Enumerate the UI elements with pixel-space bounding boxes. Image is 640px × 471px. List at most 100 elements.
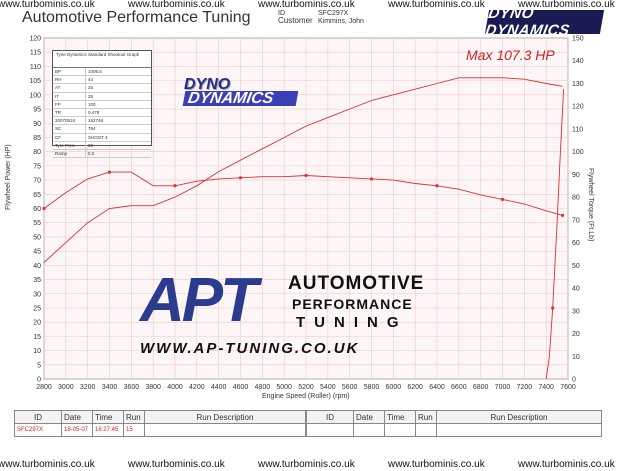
- info-value: 25: [88, 85, 94, 91]
- run-date: [353, 423, 385, 437]
- y-tick-label: 30: [33, 291, 41, 298]
- series-line: [545, 89, 565, 380]
- y-tick-label: 45: [33, 249, 41, 256]
- y-tick-label: 50: [33, 234, 41, 241]
- y-tick-label: 110: [30, 64, 41, 71]
- data-point: [435, 184, 439, 188]
- y2-tick-label: 0: [572, 377, 576, 384]
- x-tick-label: 5600: [342, 384, 358, 391]
- y-tick-label: 75: [33, 163, 41, 170]
- y-tick-label: 5: [37, 362, 41, 369]
- info-row: TR 0.478: [53, 108, 151, 118]
- x-tick-label: 6400: [429, 384, 445, 391]
- info-value: SHOOT 4: [88, 134, 108, 140]
- x-tick-label: 5200: [298, 384, 314, 391]
- y2-axis-label: Flywheel Torque (Ft.Lb): [587, 168, 594, 242]
- data-point: [238, 176, 243, 180]
- info-key: BP: [53, 68, 86, 76]
- info-key: IT: [53, 92, 86, 100]
- customer-value: Kimmins, John: [318, 18, 364, 25]
- info-key: TR: [53, 108, 86, 117]
- info-row: RH 44: [53, 76, 151, 85]
- info-key: Ramp: [53, 149, 86, 158]
- run-date: 18-05-07: [61, 423, 93, 437]
- x-tick-label: 5800: [364, 384, 380, 391]
- info-key: FP: [53, 100, 86, 108]
- header-time: Time: [384, 410, 416, 424]
- header-run-description: Run Description: [436, 410, 602, 424]
- y2-tick-label: 140: [572, 58, 584, 65]
- data-point: [369, 177, 374, 181]
- run-table-right: ID Date Time Run Run Description: [306, 410, 602, 437]
- watermark: www.turbominis.co.uk: [128, 0, 225, 10]
- data-point: [42, 206, 46, 211]
- y2-tick-label: 20: [572, 331, 580, 338]
- run-description: [436, 423, 602, 437]
- x-tick-label: 7600: [560, 384, 576, 391]
- x-tick-label: 4000: [167, 384, 183, 391]
- y-tick-label: 10: [33, 348, 41, 355]
- info-value: 44: [88, 77, 94, 83]
- y2-tick-label: 130: [572, 81, 584, 88]
- id-label: ID: [278, 10, 285, 17]
- y2-tick-label: 30: [572, 308, 580, 315]
- data-point: [304, 173, 308, 178]
- data-point: [107, 170, 112, 174]
- y-tick-label: 80: [33, 149, 41, 156]
- watermark: www.turbominis.co.uk: [258, 0, 355, 10]
- apt-logo-line2: PERFORMANCE: [292, 296, 413, 312]
- y-tick-label: 100: [29, 92, 41, 99]
- x-tick-label: 4200: [189, 384, 205, 391]
- run-id: SFC297X: [14, 423, 62, 437]
- x-tick-label: 4600: [233, 384, 249, 391]
- info-box: Tyne Dynamics Standard Shootout Graph BP…: [52, 50, 152, 159]
- y2-tick-label: 120: [572, 104, 584, 111]
- y2-tick-label: 10: [572, 354, 580, 361]
- info-key: RH: [53, 76, 86, 84]
- info-row: IT 25: [53, 92, 151, 101]
- info-value: 0.0: [88, 150, 95, 156]
- y2-tick-label: 60: [572, 240, 580, 247]
- apt-logo-url: WWW.AP-TUNING.CO.UK: [140, 340, 360, 357]
- apt-logo-line1: AUTOMOTIVE: [288, 273, 425, 294]
- page-title: Automotive Performance Tuning: [22, 9, 251, 26]
- x-tick-label: 7200: [517, 384, 533, 391]
- run-id: [306, 423, 354, 437]
- id-value: SFC297X: [318, 10, 349, 17]
- x-tick-label: 6000: [386, 384, 402, 391]
- data-point: [551, 306, 555, 310]
- header-date: Date: [353, 410, 385, 424]
- y-tick-label: 35: [33, 277, 41, 284]
- customer-label: Customer: [278, 16, 313, 25]
- x-tick-label: 6200: [407, 384, 423, 391]
- info-value: 1006.5: [88, 69, 102, 74]
- info-value: 0.478: [88, 109, 100, 115]
- info-row: 20070518 162748: [53, 117, 151, 126]
- info-box-heading: Tyne Dynamics Standard Shootout Graph: [53, 51, 151, 68]
- info-row: Tyre Pres. 30: [53, 141, 151, 150]
- x-tick-label: 6600: [451, 384, 467, 391]
- x-tick-label: 2800: [36, 384, 52, 391]
- x-tick-label: 3200: [80, 384, 96, 391]
- x-tick-label: 4400: [211, 384, 227, 391]
- run-description: [144, 423, 306, 437]
- info-value: 162748: [88, 118, 104, 124]
- info-value: 794: [88, 126, 96, 132]
- data-point: [560, 213, 565, 217]
- y-tick-label: 60: [33, 206, 41, 213]
- y2-tick-label: 40: [572, 286, 580, 293]
- apt-logo-mark: APT: [140, 266, 258, 335]
- x-tick-label: 7000: [495, 384, 511, 391]
- x-axis-label: Engine Speed (Roller) (rpm): [262, 393, 350, 400]
- info-row: CF SHOOT 4: [53, 133, 151, 142]
- y2-tick-label: 100: [572, 149, 584, 156]
- x-tick-label: 3000: [58, 384, 74, 391]
- run-number: 15: [123, 423, 145, 437]
- y-tick-label: 25: [33, 305, 41, 312]
- y2-tick-label: 90: [572, 172, 580, 179]
- y-axis-label: Flywheel Power (HP): [5, 144, 12, 210]
- watermark: www.turbominis.co.uk: [518, 459, 615, 470]
- x-tick-label: 5000: [276, 384, 292, 391]
- watermark: www.turbominis.co.uk: [258, 459, 355, 470]
- info-row: Ramp 0.0: [53, 149, 151, 159]
